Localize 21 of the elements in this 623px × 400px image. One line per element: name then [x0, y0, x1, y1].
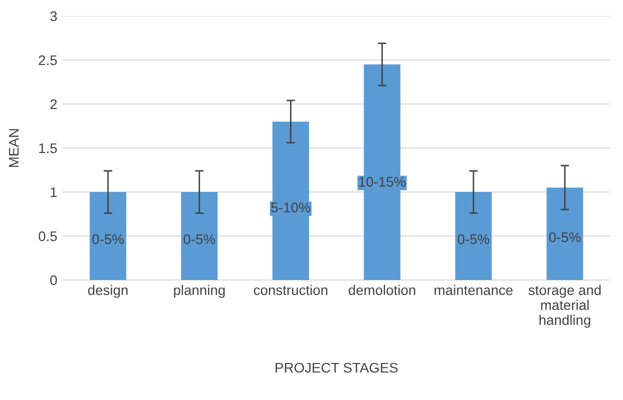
y-tick-label: 0 — [50, 275, 57, 286]
annotation: 0-5% — [184, 234, 216, 244]
annotation: 0-5% — [92, 234, 124, 244]
y-tick-label: 3 — [50, 11, 57, 22]
x-tick-label: planning — [174, 284, 225, 298]
x-tick-label: design — [88, 284, 128, 298]
annotation: 10-15% — [359, 176, 406, 187]
y-tick-label: 0.5 — [38, 231, 57, 242]
x-tick-label: construction — [254, 284, 328, 296]
annotation: 0-5% — [458, 234, 490, 244]
x-tick-label: demolotion — [348, 284, 416, 296]
y-tick-label: 1 — [50, 187, 57, 198]
x-tick-label: storage and material handling — [528, 284, 601, 328]
x-tick-label: maintenance — [434, 284, 513, 296]
y-tick-label: 1.5 — [39, 143, 57, 154]
y-axis-title: MEAN — [9, 129, 19, 167]
y-tick-label: 2.5 — [38, 55, 57, 66]
y-tick-label: 2 — [50, 99, 57, 110]
annotation: 5-10% — [271, 202, 310, 212]
annotation: 0-5% — [549, 232, 581, 242]
x-axis-title: PROJECT STAGES — [276, 362, 398, 373]
